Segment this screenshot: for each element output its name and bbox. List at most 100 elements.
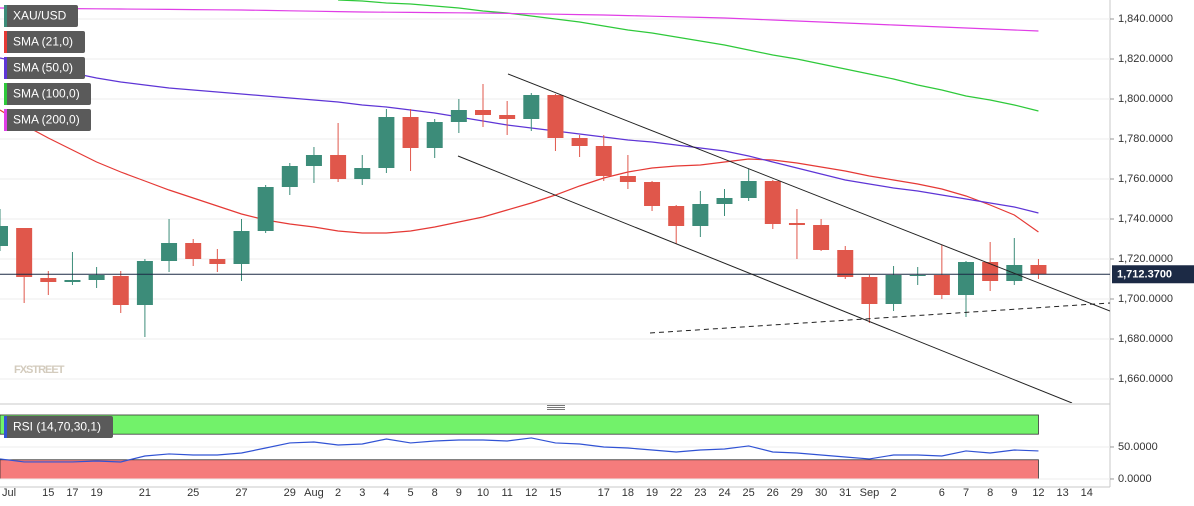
candle-body bbox=[0, 226, 8, 246]
x-tick-label: 6 bbox=[939, 487, 945, 499]
x-tick-label: 18 bbox=[622, 487, 634, 499]
y-tick-label: 50.0000 bbox=[1118, 441, 1158, 453]
legend-label: SMA (21,0) bbox=[13, 35, 73, 49]
candle-body bbox=[837, 250, 854, 277]
candle-body bbox=[764, 181, 781, 224]
candle-body bbox=[523, 95, 540, 119]
legend-box bbox=[4, 57, 85, 79]
legend-swatch bbox=[4, 31, 7, 53]
candle-body bbox=[257, 187, 274, 231]
legend-box bbox=[4, 83, 91, 105]
x-tick-label: 25 bbox=[743, 487, 755, 499]
x-tick-label: 17 bbox=[598, 487, 610, 499]
legend-swatch bbox=[4, 83, 7, 105]
x-tick-label: Aug bbox=[304, 487, 324, 499]
y-tick-label: 1,840.0000 bbox=[1118, 13, 1173, 25]
candle-body bbox=[330, 155, 347, 179]
legend-swatch bbox=[4, 57, 7, 79]
candle-body bbox=[885, 275, 902, 304]
sma-line bbox=[0, 7, 1039, 32]
last-price-box bbox=[1112, 265, 1194, 284]
legend-label: SMA (200,0) bbox=[13, 113, 80, 127]
x-tick-label: 3 bbox=[359, 487, 365, 499]
y-tick-label: 1,780.0000 bbox=[1118, 133, 1173, 145]
x-tick-label: 31 bbox=[839, 487, 851, 499]
y-tick-label: 1,660.0000 bbox=[1118, 373, 1173, 385]
candle-body bbox=[402, 117, 419, 148]
drawings bbox=[457, 73, 1110, 403]
candle-body bbox=[475, 110, 491, 115]
x-tick-label: 2 bbox=[335, 487, 341, 499]
legend-box bbox=[4, 109, 91, 131]
channel-upper bbox=[507, 73, 1110, 312]
x-tick-label: 25 bbox=[187, 487, 199, 499]
y-tick-label: 1,720.0000 bbox=[1118, 253, 1173, 265]
sma-line bbox=[0, 57, 1039, 214]
resize-handle[interactable] bbox=[547, 405, 565, 410]
legend-label: SMA (50,0) bbox=[13, 61, 73, 75]
x-tick-label: 15 bbox=[549, 487, 561, 499]
legend-box bbox=[4, 5, 78, 27]
candle-body bbox=[668, 206, 685, 226]
x-tick-label: Sep bbox=[860, 487, 880, 499]
candle-body bbox=[40, 278, 57, 282]
x-tick-label: 19 bbox=[90, 487, 102, 499]
main-plot bbox=[0, 0, 1110, 380]
channel-lower bbox=[457, 155, 1073, 403]
candle-body bbox=[426, 122, 443, 148]
candle-body bbox=[64, 280, 81, 282]
legend-label: SMA (100,0) bbox=[13, 87, 80, 101]
candle-body bbox=[692, 204, 709, 226]
y-tick-label: 1,740.0000 bbox=[1118, 213, 1173, 225]
last-price-label: 1,712.3700 bbox=[1117, 269, 1172, 281]
candle-body bbox=[305, 155, 322, 166]
candle-body bbox=[740, 181, 757, 198]
x-tick-label: Jul bbox=[2, 487, 16, 499]
candle-body bbox=[281, 166, 298, 187]
x-tick-label: 14 bbox=[1081, 487, 1093, 499]
overlay: 1,660.0000 1,680.0000 1,700.0000 1,720.0000… bbox=[2, 5, 1194, 499]
x-tick-label: 15 bbox=[42, 487, 54, 499]
candle-body bbox=[378, 117, 395, 168]
y-tick-label: 1,760.0000 bbox=[1118, 173, 1173, 185]
legend-label: XAU/USD bbox=[13, 9, 67, 23]
legend-swatch bbox=[4, 109, 7, 131]
candle-body bbox=[595, 146, 612, 176]
x-tick-label: 24 bbox=[718, 487, 730, 499]
sma-line bbox=[0, 109, 1039, 234]
x-tick-label: 8 bbox=[432, 487, 438, 499]
candle-body bbox=[450, 110, 467, 122]
candle-body bbox=[547, 95, 564, 138]
candle-body bbox=[354, 168, 371, 179]
candle-body bbox=[909, 275, 926, 276]
candle-body bbox=[813, 225, 830, 250]
x-tick-label: 27 bbox=[235, 487, 247, 499]
candle-body bbox=[499, 115, 516, 119]
candle-body bbox=[16, 228, 33, 277]
band bbox=[0, 414, 1039, 435]
x-tick-label: 22 bbox=[670, 487, 682, 499]
x-tick-label: 4 bbox=[383, 487, 389, 499]
rsi-plot bbox=[0, 414, 1110, 480]
y-tick-label: 1,820.0000 bbox=[1118, 53, 1173, 65]
x-tick-label: 9 bbox=[1011, 487, 1017, 499]
x-tick-label: 29 bbox=[791, 487, 803, 499]
support-line bbox=[649, 302, 1110, 334]
legend-box bbox=[4, 31, 85, 53]
x-tick-label: 26 bbox=[767, 487, 779, 499]
x-tick-label: 8 bbox=[987, 487, 993, 499]
sma-line bbox=[338, 0, 1039, 112]
candle-body bbox=[1030, 265, 1047, 275]
candle-body bbox=[88, 275, 105, 280]
candle-body bbox=[619, 176, 636, 182]
candle-body bbox=[136, 261, 153, 305]
candle-body bbox=[716, 198, 733, 204]
x-tick-label: 13 bbox=[1056, 487, 1068, 499]
legend-label: RSI (14,70,30,1) bbox=[13, 420, 101, 434]
candle-body bbox=[861, 277, 878, 304]
candle-body bbox=[185, 243, 202, 259]
legend-swatch bbox=[4, 5, 7, 27]
candle-body bbox=[161, 243, 178, 261]
